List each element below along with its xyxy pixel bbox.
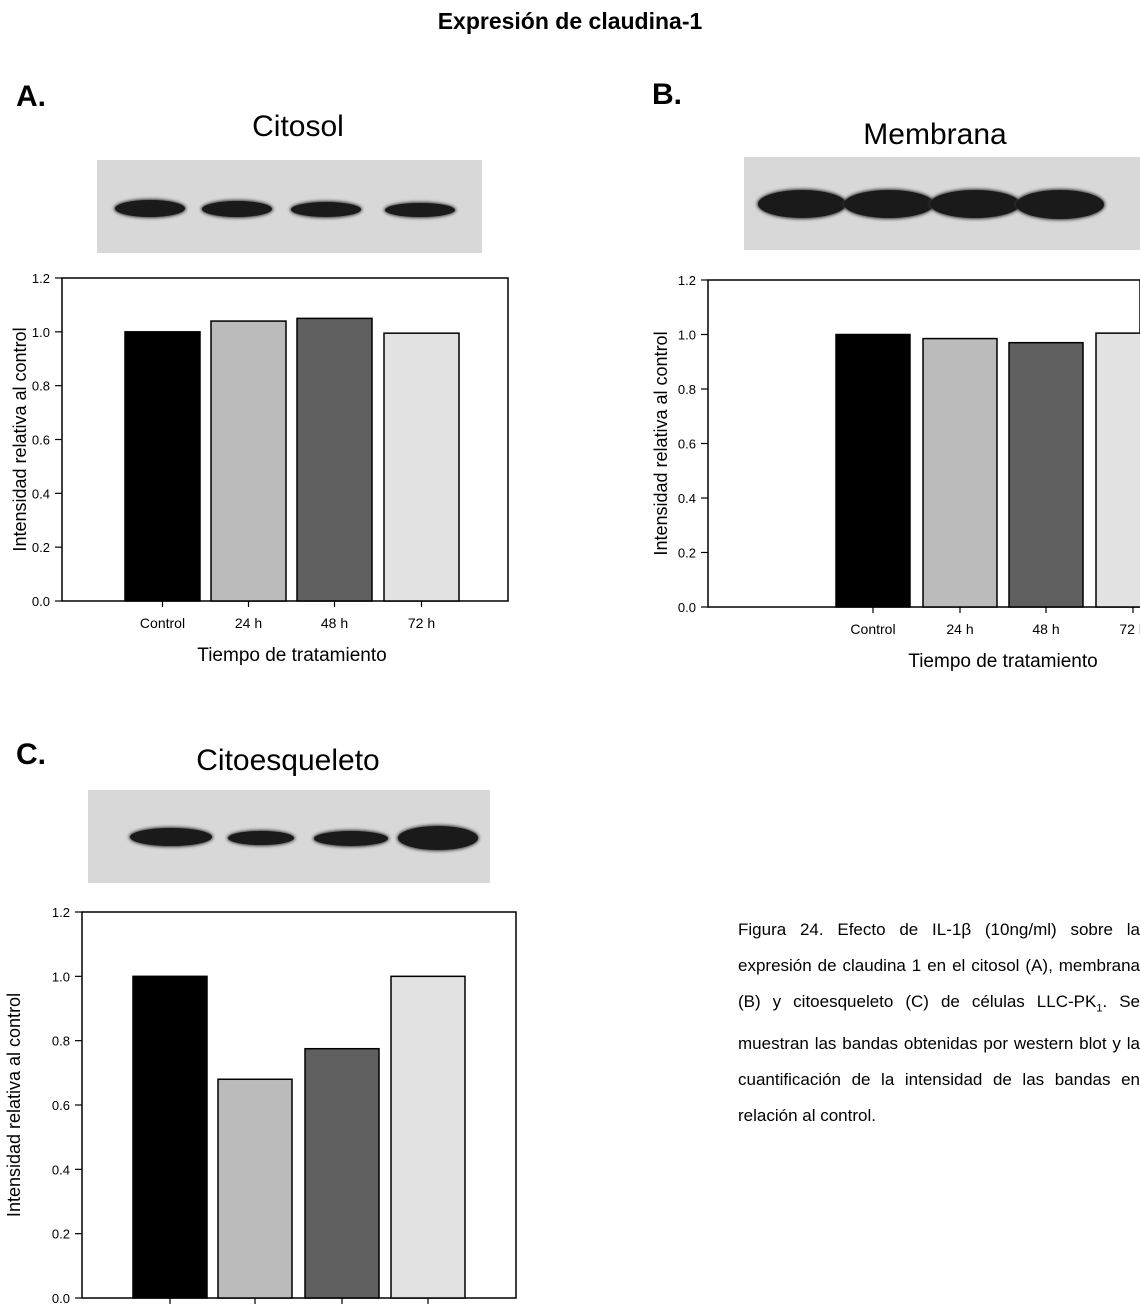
x-tick-label: Control bbox=[850, 621, 895, 637]
x-tick-label: 48 h bbox=[321, 615, 348, 631]
y-tick-label: 1.2 bbox=[52, 905, 70, 920]
x-tick-label: Control bbox=[140, 615, 185, 631]
y-tick-label: 0.2 bbox=[32, 540, 50, 555]
western-blot-band-icon bbox=[930, 190, 1020, 218]
western-blot-a bbox=[97, 160, 482, 253]
y-tick-label: 0.0 bbox=[678, 600, 696, 615]
bar-48h bbox=[296, 317, 373, 602]
page-title: Expresión de claudina-1 bbox=[437, 8, 703, 34]
y-tick-label: 1.2 bbox=[32, 271, 50, 286]
bar-24h bbox=[217, 1078, 293, 1299]
y-tick-label: 0.0 bbox=[32, 594, 50, 609]
y-tick-label: 0.4 bbox=[678, 491, 696, 506]
x-tick-label: 48 h bbox=[1032, 621, 1059, 637]
y-tick-label: 0.4 bbox=[52, 1162, 70, 1177]
western-blot-band-icon bbox=[844, 190, 934, 218]
bar-chart-citosol: 0.0 0.2 0.4 0.6 0.8 1.0 1.2 Control 24 h 48 h 72 h… bbox=[10, 271, 509, 666]
western-blot-band-icon bbox=[115, 200, 185, 217]
western-blot-c bbox=[88, 790, 490, 883]
y-axis-label: Intensidad relativa al control bbox=[4, 993, 24, 1217]
bar-72h bbox=[1095, 332, 1140, 608]
y-tick-label: 0.6 bbox=[32, 433, 50, 448]
panel-title-b: Membrana bbox=[863, 118, 1007, 151]
panel-label-c: C. bbox=[16, 738, 46, 771]
y-tick-label: 0.4 bbox=[32, 486, 50, 501]
y-tick-label: 1.0 bbox=[32, 325, 50, 340]
western-blot-band-icon bbox=[398, 826, 478, 850]
y-tick-label: 0.8 bbox=[32, 379, 50, 394]
western-blot-band-icon bbox=[228, 831, 294, 845]
y-tick-label: 0.8 bbox=[52, 1034, 70, 1049]
panel-title-c: Citoesqueleto bbox=[196, 744, 380, 777]
bar-chart-membrana: 0.0 0.2 0.4 0.6 0.8 1.0 1.2 Control 24 h 48 h 72 h… bbox=[651, 273, 1140, 672]
y-tick-label: 0.2 bbox=[678, 546, 696, 561]
y-tick-label: 0.6 bbox=[678, 437, 696, 452]
x-axis-label: Tiempo de tratamiento bbox=[908, 651, 1097, 672]
bar-48h bbox=[304, 1047, 380, 1299]
panel-label-b: B. bbox=[652, 78, 682, 111]
western-blot-band-icon bbox=[130, 828, 212, 846]
y-tick-label: 1.0 bbox=[52, 969, 70, 984]
y-axis-label: Intensidad relativa al control bbox=[651, 331, 671, 555]
y-tick-label: 0.6 bbox=[52, 1098, 70, 1113]
x-tick-label: 24 h bbox=[946, 621, 973, 637]
y-tick-label: 0.2 bbox=[52, 1227, 70, 1242]
panel-title-a: Citosol bbox=[252, 110, 344, 143]
caption-text: Figura 24. Efecto de IL-1β (10ng/ml) sob… bbox=[738, 920, 1140, 1011]
y-axis-label: Intensidad relativa al control bbox=[10, 327, 30, 551]
figure-caption: Figura 24. Efecto de IL-1β (10ng/ml) sob… bbox=[738, 912, 1140, 1134]
bar-control bbox=[835, 333, 911, 608]
western-blot-band-icon bbox=[291, 202, 361, 217]
western-blot-band-icon bbox=[314, 831, 388, 846]
bar-48h bbox=[1008, 341, 1084, 608]
bar-72h bbox=[383, 332, 460, 602]
western-blot-b bbox=[744, 157, 1140, 250]
western-blot-band-icon bbox=[202, 201, 272, 217]
western-blot-band-icon bbox=[385, 203, 455, 217]
y-tick-label: 1.2 bbox=[678, 273, 696, 288]
x-tick-label: 72 h bbox=[1119, 621, 1140, 637]
western-blot-band-icon bbox=[758, 190, 846, 218]
caption-subscript: 1 bbox=[1096, 1002, 1103, 1015]
x-tick-label: 24 h bbox=[235, 615, 262, 631]
y-tick-label: 0.8 bbox=[678, 382, 696, 397]
bar-24h bbox=[922, 337, 998, 608]
x-axis-label: Tiempo de tratamiento bbox=[197, 645, 386, 666]
y-tick-label: 0.0 bbox=[52, 1291, 70, 1306]
x-tick-label: 72 h bbox=[408, 615, 435, 631]
panel-label-a: A. bbox=[16, 80, 46, 113]
bar-control bbox=[124, 331, 201, 602]
bar-72h bbox=[390, 975, 466, 1299]
y-tick-label: 1.0 bbox=[678, 328, 696, 343]
western-blot-band-icon bbox=[1016, 190, 1104, 219]
bar-control bbox=[132, 975, 208, 1299]
bar-24h bbox=[210, 320, 287, 602]
caption-text-end: . Se muestran las bandas obtenidas por w… bbox=[738, 992, 1140, 1126]
